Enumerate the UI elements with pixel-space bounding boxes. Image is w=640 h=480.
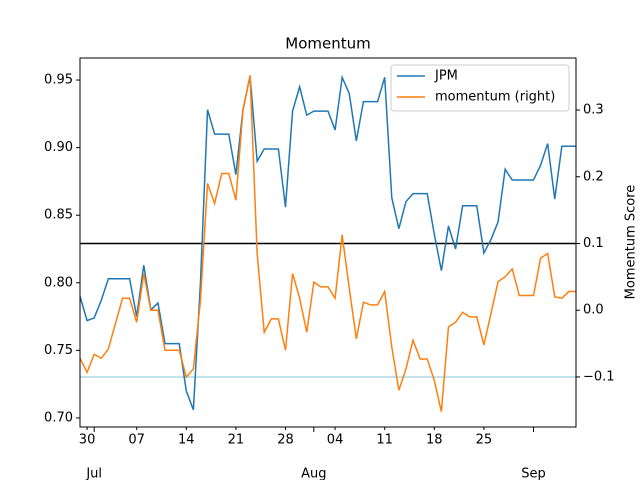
legend-box <box>390 64 570 112</box>
x-tick-label: 25 <box>476 433 493 448</box>
x-tick-label: 11 <box>376 433 393 448</box>
x-tick-label: 07 <box>128 433 145 448</box>
x-tick-label: 21 <box>228 433 245 448</box>
x-month-label: Jul <box>85 467 102 480</box>
y-tick-label: 0.80 <box>44 275 73 290</box>
y-tick-label: 0.70 <box>44 410 73 425</box>
x-tick-label: 30 <box>79 433 96 448</box>
y2-tick-label: 0.2 <box>583 169 604 184</box>
y2-axis-label: Momentum Score <box>624 185 639 300</box>
y2-tick-label: 0.1 <box>583 236 604 251</box>
legend-label: momentum (right) <box>435 90 555 105</box>
chart-title: Momentum <box>285 35 370 53</box>
legend-label: JPM <box>434 69 458 84</box>
x-month-label: Aug <box>301 467 326 480</box>
y2-tick-label: −0.1 <box>583 369 615 384</box>
series-line <box>79 75 576 412</box>
x-tick-label: 04 <box>327 433 344 448</box>
x-tick-label: 18 <box>426 433 443 448</box>
x-tick-label: 28 <box>277 433 294 448</box>
y2-tick-label: 0.0 <box>583 303 604 318</box>
y2-tick-label: 0.3 <box>583 103 604 118</box>
y-tick-label: 0.95 <box>44 73 73 88</box>
plot-frame <box>79 57 577 428</box>
x-tick-label: 14 <box>178 433 195 448</box>
x-month-label: Sep <box>521 467 546 480</box>
y-tick-label: 0.75 <box>44 343 73 358</box>
y-tick-label: 0.90 <box>44 140 73 155</box>
y-tick-label: 0.85 <box>44 208 73 223</box>
series-line <box>79 74 576 411</box>
